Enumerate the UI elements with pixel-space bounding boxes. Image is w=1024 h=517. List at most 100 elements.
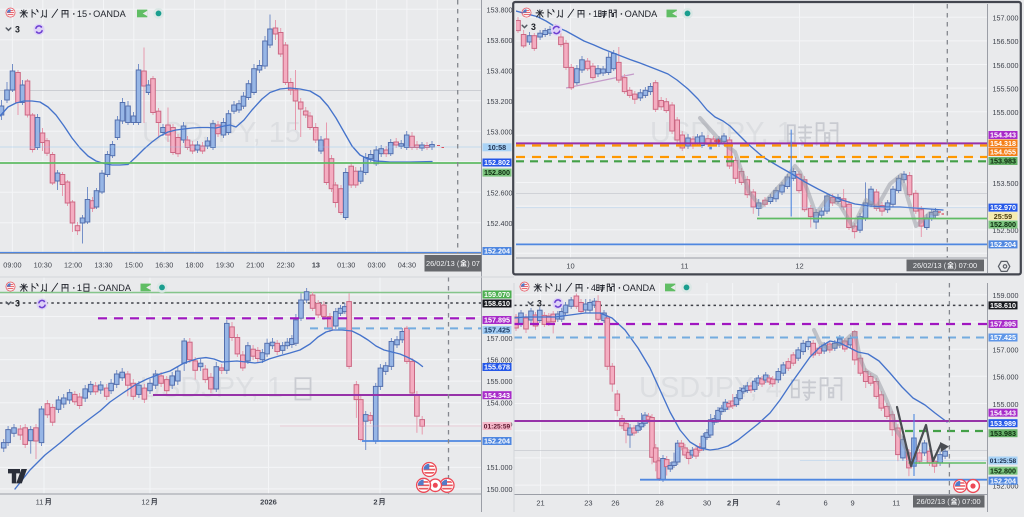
svg-text:) 07:00: ) 07:00 — [954, 261, 977, 270]
svg-text:11: 11 — [681, 262, 689, 271]
svg-text:152.204: 152.204 — [990, 476, 1016, 485]
svg-text:152.800: 152.800 — [484, 168, 510, 177]
svg-text:USDJPY, 4: USDJPY, 4 — [639, 372, 782, 404]
svg-text:OANDA: OANDA — [98, 283, 132, 293]
svg-text:157.425: 157.425 — [484, 326, 510, 335]
svg-text:04:30: 04:30 — [398, 261, 416, 270]
svg-text:4: 4 — [776, 499, 780, 508]
svg-text:158.610: 158.610 — [990, 301, 1016, 310]
svg-text:153.400: 153.400 — [487, 67, 513, 76]
svg-text:21:00: 21:00 — [246, 261, 264, 270]
svg-text:153.200: 153.200 — [487, 97, 513, 106]
svg-text:22:30: 22:30 — [276, 261, 294, 270]
svg-text:10:30: 10:30 — [34, 261, 52, 270]
svg-text:2026: 2026 — [260, 498, 277, 507]
svg-text:155.678: 155.678 — [484, 363, 510, 372]
svg-text:157.895: 157.895 — [990, 320, 1016, 329]
svg-text:21: 21 — [536, 499, 544, 508]
svg-text:152.500: 152.500 — [993, 226, 1019, 235]
svg-text:155.000: 155.000 — [487, 377, 513, 386]
svg-text:3: 3 — [531, 22, 536, 32]
svg-text:2: 2 — [373, 498, 377, 507]
svg-text:151.000: 151.000 — [487, 463, 513, 472]
svg-text:154.343: 154.343 — [990, 408, 1016, 417]
svg-text:15:00: 15:00 — [125, 261, 143, 270]
svg-text:26: 26 — [611, 499, 619, 508]
svg-text:11: 11 — [36, 498, 44, 507]
svg-text:19:30: 19:30 — [216, 261, 234, 270]
svg-text:152.800: 152.800 — [990, 220, 1016, 229]
svg-text:15: 15 — [77, 9, 87, 19]
svg-text:2: 2 — [727, 499, 731, 508]
svg-text:154.000: 154.000 — [487, 399, 513, 408]
svg-text:3: 3 — [15, 25, 20, 35]
svg-text:152.802: 152.802 — [484, 158, 510, 167]
svg-text:156.000: 156.000 — [993, 61, 1019, 70]
svg-text:153.600: 153.600 — [487, 36, 513, 45]
svg-text:03:00: 03:00 — [367, 261, 385, 270]
svg-text:152.400: 152.400 — [487, 219, 513, 228]
svg-text:10: 10 — [566, 262, 574, 271]
svg-text:153.500: 153.500 — [993, 179, 1019, 188]
svg-text:152.204: 152.204 — [484, 247, 510, 256]
svg-text:154.318: 154.318 — [990, 139, 1016, 148]
svg-text:155.500: 155.500 — [993, 84, 1019, 93]
svg-text:1: 1 — [77, 283, 82, 293]
svg-text:154.343: 154.343 — [990, 131, 1016, 140]
svg-text:30: 30 — [703, 499, 711, 508]
svg-text:OANDA: OANDA — [625, 9, 659, 19]
svg-text:9: 9 — [851, 499, 855, 508]
svg-text:153.000: 153.000 — [487, 128, 513, 137]
svg-text:150.000: 150.000 — [487, 485, 513, 494]
svg-text:152.000: 152.000 — [993, 481, 1019, 490]
svg-text:152.204: 152.204 — [484, 437, 510, 446]
svg-text:09:00: 09:00 — [3, 261, 21, 270]
svg-text:153.983: 153.983 — [990, 157, 1016, 166]
svg-text:13: 13 — [312, 261, 320, 270]
svg-text:156.000: 156.000 — [487, 356, 513, 365]
svg-text:23: 23 — [584, 499, 592, 508]
svg-text:152.600: 152.600 — [487, 189, 513, 198]
svg-text:157.000: 157.000 — [993, 14, 1019, 23]
svg-text:01:30: 01:30 — [337, 261, 355, 270]
svg-text:) 07:00: ) 07:00 — [958, 497, 981, 506]
svg-text:154.343: 154.343 — [484, 391, 510, 400]
svg-text:12: 12 — [795, 262, 803, 271]
svg-text:157.000: 157.000 — [487, 334, 513, 343]
svg-text:155.000: 155.000 — [993, 108, 1019, 117]
svg-text:6: 6 — [824, 499, 828, 508]
svg-text:13:30: 13:30 — [94, 261, 112, 270]
svg-text:OANDA: OANDA — [93, 9, 127, 19]
svg-text:OANDA: OANDA — [623, 283, 657, 293]
svg-text:28: 28 — [655, 499, 663, 508]
svg-text:153.989: 153.989 — [990, 419, 1016, 428]
svg-text:153.800: 153.800 — [487, 6, 513, 15]
svg-text:25:59: 25:59 — [994, 212, 1012, 221]
svg-text:1: 1 — [593, 9, 598, 19]
svg-text:157.425: 157.425 — [990, 333, 1016, 342]
svg-text:18:00: 18:00 — [185, 261, 203, 270]
svg-text:12:00: 12:00 — [64, 261, 82, 270]
svg-text:156.500: 156.500 — [993, 37, 1019, 46]
svg-text:157.895: 157.895 — [484, 316, 510, 325]
svg-text:) 07: ) 07 — [467, 259, 480, 268]
svg-text:159.000: 159.000 — [993, 291, 1019, 300]
svg-text:156.000: 156.000 — [993, 373, 1019, 382]
svg-text:152.970: 152.970 — [990, 203, 1016, 212]
svg-text:12: 12 — [141, 498, 149, 507]
svg-text:157.000: 157.000 — [993, 346, 1019, 355]
svg-text:26/02/13 (: 26/02/13 ( — [426, 259, 460, 268]
svg-text:10:58: 10:58 — [488, 143, 506, 152]
svg-text:16:30: 16:30 — [155, 261, 173, 270]
svg-text:3: 3 — [15, 299, 20, 309]
svg-text:152.204: 152.204 — [990, 240, 1016, 249]
svg-text:26/02/13 (: 26/02/13 ( — [913, 261, 947, 270]
svg-text:4: 4 — [591, 283, 596, 293]
svg-text:159.070: 159.070 — [484, 290, 510, 299]
svg-text:01:25:58: 01:25:58 — [990, 458, 1017, 465]
svg-text:11: 11 — [892, 499, 900, 508]
svg-text:153.983: 153.983 — [990, 429, 1016, 438]
svg-text:154.055: 154.055 — [990, 148, 1016, 157]
svg-text:158.610: 158.610 — [484, 299, 510, 308]
svg-text:3: 3 — [537, 299, 542, 309]
